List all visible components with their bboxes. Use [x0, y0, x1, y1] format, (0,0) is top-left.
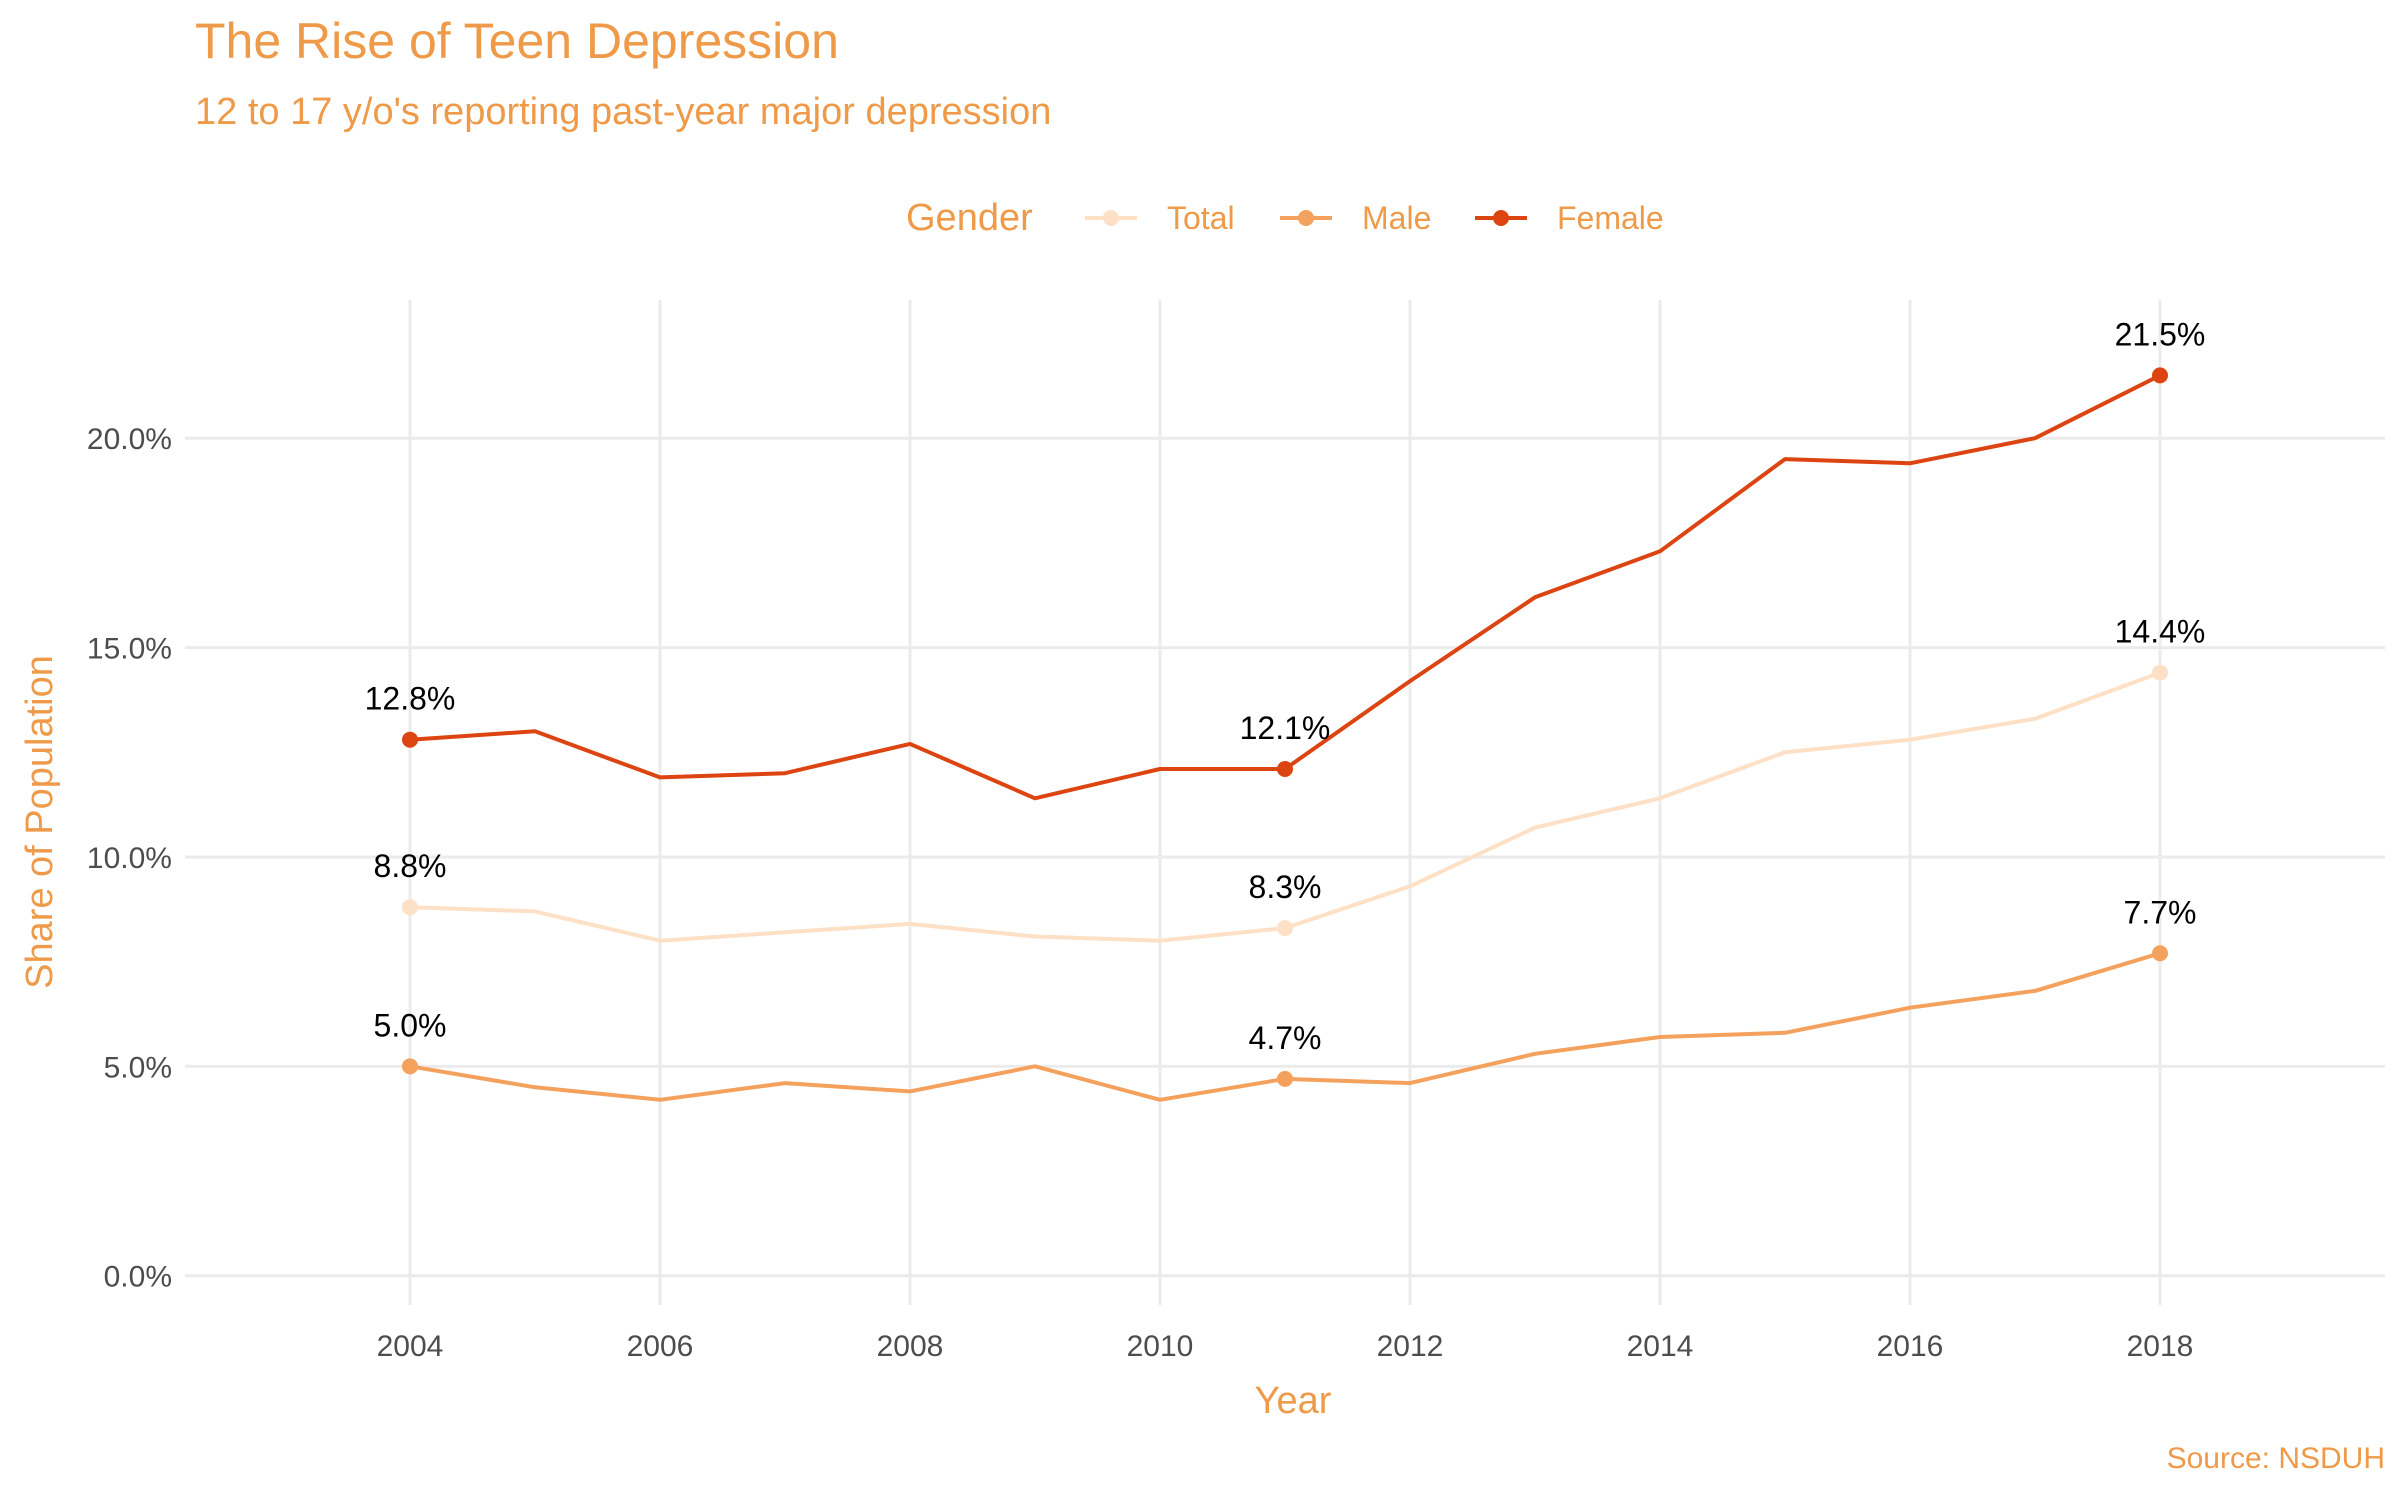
x-tick-label: 2016	[1877, 1330, 1944, 1363]
legend-key-point	[1103, 210, 1119, 226]
legend-item-total: Total	[1085, 200, 1235, 236]
data-point-female	[402, 731, 418, 748]
y-tick-label: 0.0%	[104, 1261, 172, 1294]
y-tick-label: 5.0%	[104, 1051, 172, 1084]
data-label-male: 4.7%	[1249, 1020, 1322, 1056]
y-tick-label: 10.0%	[87, 842, 172, 875]
y-axis-title: Share of Population	[19, 655, 61, 989]
x-tick-label: 2010	[1127, 1330, 1194, 1363]
data-label-total: 8.8%	[374, 848, 447, 884]
grid	[185, 300, 2385, 1305]
legend-label: Female	[1557, 200, 1664, 236]
legend-item-male: Male	[1280, 200, 1431, 236]
data-point-female	[1277, 761, 1293, 777]
data-point-female	[2152, 367, 2168, 384]
x-tick-label: 2014	[1627, 1330, 1694, 1363]
source-caption: Source: NSDUH	[2167, 1442, 2385, 1475]
y-tick-label: 20.0%	[87, 423, 172, 456]
data-label-female: 12.1%	[1240, 710, 1331, 746]
legend-item-female: Female	[1475, 200, 1664, 236]
x-tick-label: 2006	[627, 1330, 694, 1363]
data-point-male	[2152, 945, 2168, 962]
legend-label: Total	[1167, 200, 1235, 236]
data-label-total: 14.4%	[2115, 614, 2206, 650]
series-male	[402, 945, 2168, 1102]
data-point-total	[2152, 664, 2168, 681]
data-label-female: 12.8%	[365, 681, 456, 717]
x-tick-label: 2008	[877, 1330, 944, 1363]
x-tick-label: 2012	[1377, 1330, 1444, 1363]
data-label-male: 7.7%	[2124, 894, 2197, 930]
legend-key-point	[1298, 210, 1314, 226]
series-total	[402, 664, 2168, 943]
axis-ticks: 0.0% 5.0% 10.0% 15.0% 20.0% 2004 2006 2008 2010 2…	[87, 423, 2193, 1363]
data-point-total	[1277, 920, 1293, 937]
data-label-male: 5.0%	[374, 1007, 447, 1043]
x-tick-label: 2018	[2127, 1330, 2194, 1363]
data-point-total	[402, 899, 418, 916]
chart-subtitle: 12 to 17 y/o's reporting past-year major…	[195, 91, 1051, 133]
data-label-female: 21.5%	[2115, 316, 2206, 352]
data-point-male	[402, 1058, 418, 1075]
data-labels: 8.8% 8.3% 14.4% 5.0% 4.7% 7.7% 12.8% 12.1% 21.5%	[365, 316, 2206, 1056]
legend-label: Male	[1362, 200, 1431, 236]
legend-title: Gender	[906, 197, 1033, 239]
data-point-male	[1277, 1070, 1293, 1087]
legend-key-point	[1493, 210, 1509, 226]
y-tick-label: 15.0%	[87, 633, 172, 666]
chart-title: The Rise of Teen Depression	[195, 13, 839, 69]
legend: Gender Total Male Female	[906, 197, 1664, 239]
x-tick-label: 2004	[377, 1330, 444, 1363]
data-label-total: 8.3%	[1249, 869, 1322, 905]
series	[402, 367, 2168, 1102]
x-axis-title: Year	[1255, 1380, 1332, 1422]
series-female	[402, 367, 2168, 801]
